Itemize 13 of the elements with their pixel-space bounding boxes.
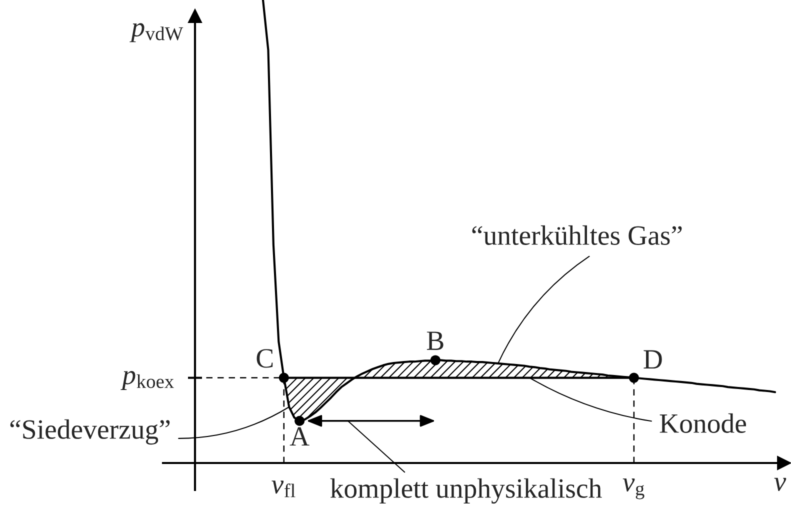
annotation: A [290,427,310,446]
annotation: C [256,349,273,368]
annotation: “unterkühltes Gas” [472,225,682,245]
y-axis-title: p$_{vdW}$ [130,23,184,42]
annotation: Konode [660,413,746,433]
text: komplett unphysikalisch [330,478,602,504]
x-axis-title: v [774,478,786,491]
annotation: B [426,332,444,350]
annotation: D [644,350,662,369]
ref-line-label: p$_{koex}$ [120,370,174,390]
text: “Siedeverzug” [10,419,170,445]
x-tick-label: v$_{g}$ [622,478,644,500]
x-tick-label: v$_{fl}$ [272,480,296,498]
